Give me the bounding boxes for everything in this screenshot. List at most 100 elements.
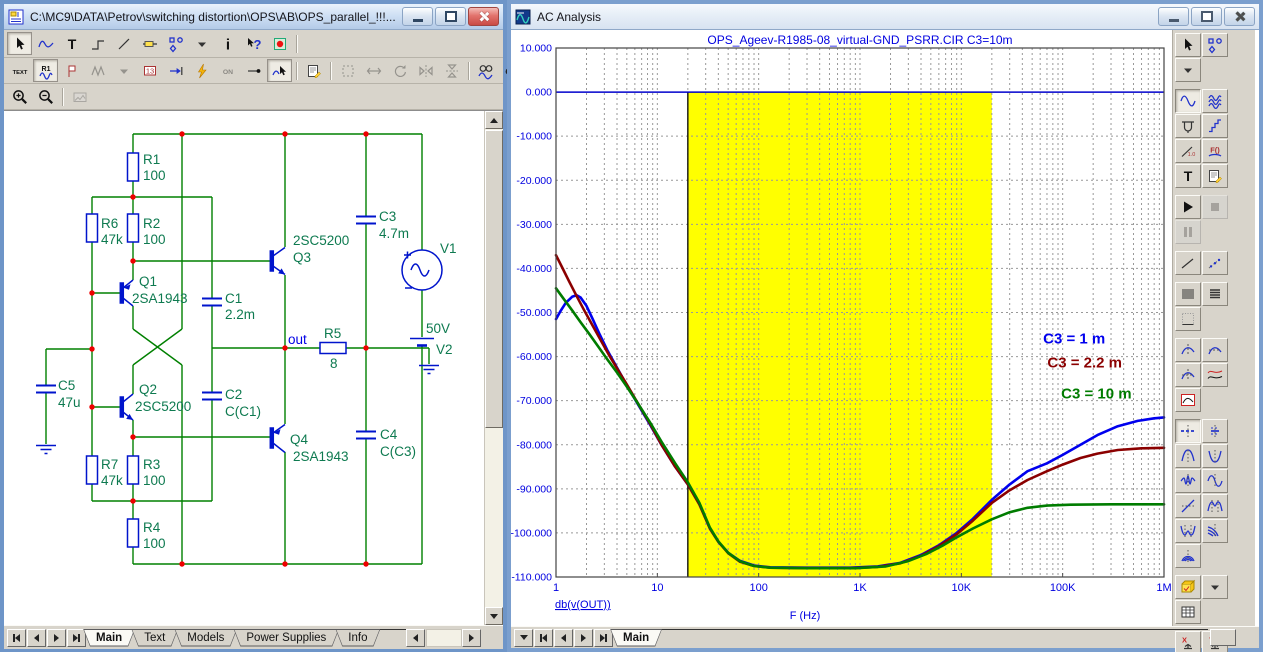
vertical-cursor-button[interactable] xyxy=(1202,419,1228,443)
scroll-up-button[interactable] xyxy=(485,111,503,129)
schematic-hscrollbar[interactable] xyxy=(406,628,500,647)
tab-last-button[interactable] xyxy=(67,628,86,647)
grid-pattern-button[interactable] xyxy=(1175,307,1201,331)
ortho-wire-button[interactable] xyxy=(85,32,110,55)
function-plot-button[interactable]: F() xyxy=(1202,139,1228,163)
plot-tab-last-button[interactable] xyxy=(594,628,613,647)
power-display-button[interactable] xyxy=(189,59,214,82)
page-image-button[interactable] xyxy=(67,85,92,108)
3d-dropdown[interactable] xyxy=(1202,575,1228,599)
grid-text-button[interactable]: TEXT xyxy=(7,59,32,82)
select-mode-button[interactable] xyxy=(1175,33,1201,57)
tag-curve-button[interactable] xyxy=(1202,363,1228,387)
schematic-titlebar[interactable]: C:\MC9\DATA\Petrov\switching distortion\… xyxy=(4,4,503,30)
transistor-Q1[interactable] xyxy=(119,279,134,307)
horizontal-cursor-button[interactable] xyxy=(1175,419,1201,443)
global-low-button[interactable] xyxy=(1175,519,1201,543)
graphics-dropdown[interactable] xyxy=(1175,58,1201,82)
flip-vertical-button[interactable] xyxy=(413,59,438,82)
transient-button[interactable] xyxy=(1202,114,1228,138)
graphics-shapes-button[interactable] xyxy=(1202,33,1228,57)
rotate-button[interactable] xyxy=(387,59,412,82)
tab-next-button[interactable] xyxy=(47,628,66,647)
shape-tools-dropdown[interactable] xyxy=(189,32,214,55)
capacitor-C1[interactable] xyxy=(202,297,222,307)
plot-tab-first-button[interactable] xyxy=(534,628,553,647)
vscroll-thumb[interactable] xyxy=(485,130,503,428)
tab-power-supplies[interactable]: Power Supplies xyxy=(233,629,339,647)
trace-expression-label[interactable]: db(v(OUT)) xyxy=(555,599,611,611)
tab-models[interactable]: Models xyxy=(174,629,237,647)
numeric-output-button[interactable] xyxy=(1175,600,1201,624)
capacitor-C5[interactable] xyxy=(36,384,56,394)
wire-mode-button[interactable] xyxy=(33,32,58,55)
shape-tools-button[interactable] xyxy=(163,32,188,55)
plot-properties-button[interactable] xyxy=(1202,164,1228,188)
tab-first-button[interactable] xyxy=(7,628,26,647)
run-button[interactable] xyxy=(1175,195,1201,219)
tab-text[interactable]: Text xyxy=(131,629,178,647)
resistor-R3[interactable] xyxy=(126,455,140,485)
cursor-probe-button[interactable] xyxy=(267,59,292,82)
resistor-R2[interactable] xyxy=(126,213,140,243)
zoom-out-button[interactable] xyxy=(33,85,58,108)
text-mode-button[interactable]: T xyxy=(59,32,84,55)
component-mode-button[interactable] xyxy=(137,32,162,55)
plot-hscroll-thumb[interactable] xyxy=(1210,629,1236,646)
stop-button[interactable] xyxy=(1202,195,1228,219)
battery-V2[interactable] xyxy=(410,337,434,347)
source-V1[interactable] xyxy=(401,249,443,291)
restore-button[interactable] xyxy=(435,7,466,26)
plot-tab-prev-button[interactable] xyxy=(554,628,573,647)
zoom-in-button[interactable] xyxy=(7,85,32,108)
inflection-button[interactable] xyxy=(1175,494,1201,518)
close-button[interactable] xyxy=(468,7,499,26)
scroll-down-button[interactable] xyxy=(485,607,503,625)
pause-button[interactable] xyxy=(1175,220,1201,244)
line-mode-button[interactable] xyxy=(111,32,136,55)
resistor-R5[interactable] xyxy=(319,341,347,355)
peak-button[interactable] xyxy=(1175,444,1201,468)
hscroll-right-button[interactable] xyxy=(462,628,481,647)
high-button[interactable] xyxy=(1175,469,1201,493)
schematic-vscrollbar[interactable] xyxy=(484,111,503,625)
node-snap-toggle-button[interactable] xyxy=(267,32,292,55)
flip-horizontal-button[interactable] xyxy=(439,59,464,82)
select-area-button[interactable] xyxy=(335,59,360,82)
minimize-button[interactable] xyxy=(402,7,433,26)
plot-tab-next-button[interactable] xyxy=(574,628,593,647)
help-mode-button[interactable]: ? xyxy=(241,32,266,55)
info-mode-button[interactable]: i xyxy=(215,32,240,55)
top-button[interactable] xyxy=(1175,544,1201,568)
global-high-button[interactable] xyxy=(1202,494,1228,518)
limits-button[interactable] xyxy=(1175,114,1201,138)
line-tool-button[interactable] xyxy=(1175,251,1201,275)
tab-info[interactable]: Info xyxy=(335,629,380,647)
attribute-text-button[interactable]: R1 xyxy=(33,59,58,82)
current-display-button[interactable] xyxy=(163,59,188,82)
analysis-restore-button[interactable] xyxy=(1191,7,1222,26)
pin-numbers-button[interactable] xyxy=(85,59,110,82)
analysis-close-button[interactable] xyxy=(1224,7,1255,26)
dc-ramp-button[interactable]: 1.0 xyxy=(1175,139,1201,163)
capacitor-C4[interactable] xyxy=(356,430,376,440)
schematic-canvas[interactable]: R1 100 R6 47k R2 100 Q1 2SA1943 C1 2.2m C5 47u… xyxy=(4,111,484,625)
tab-main[interactable]: Main xyxy=(83,629,135,647)
pin-connection-button[interactable] xyxy=(241,59,266,82)
horizontal-grid-button[interactable] xyxy=(1202,282,1228,306)
node-numbers-button[interactable]: 13 xyxy=(137,59,162,82)
analysis-titlebar[interactable]: AC Analysis xyxy=(511,4,1259,30)
transistor-Q2[interactable] xyxy=(119,393,134,421)
analysis-plot-button[interactable] xyxy=(1175,89,1201,113)
capacitor-C3[interactable] xyxy=(356,215,376,225)
x-scale-button[interactable]: X xyxy=(1175,631,1201,652)
3d-windows-button[interactable] xyxy=(1175,575,1201,599)
schematic-wires[interactable] xyxy=(45,133,430,565)
polyline-tool-button[interactable] xyxy=(1202,251,1228,275)
resistor-R4[interactable] xyxy=(126,518,140,548)
cursor-x-button[interactable] xyxy=(1175,338,1201,362)
curve-c3-10-m[interactable] xyxy=(554,286,1166,570)
resistor-R6[interactable] xyxy=(85,213,99,243)
low-button[interactable] xyxy=(1202,469,1228,493)
bottom-button[interactable] xyxy=(1202,519,1228,543)
